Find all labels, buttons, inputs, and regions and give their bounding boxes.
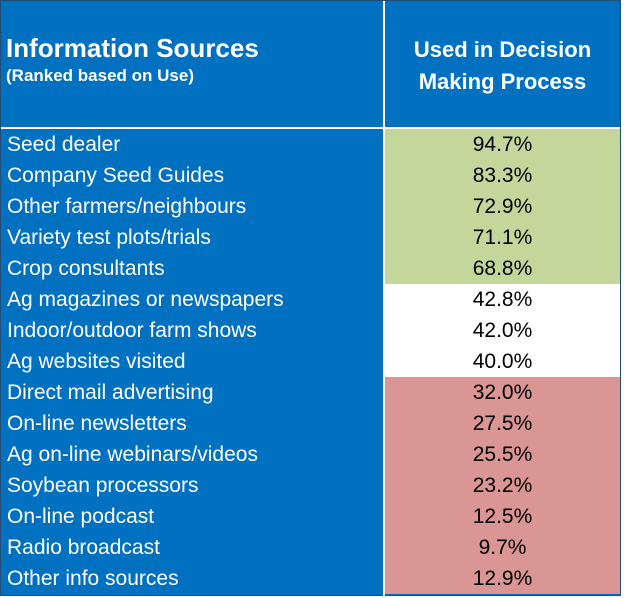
table-row: Ag magazines or newspapers 42.8%	[1, 284, 620, 315]
table-row: Variety test plots/trials 71.1%	[1, 222, 620, 253]
source-label: Ag on-line webinars/videos	[7, 443, 258, 466]
usage-percent: 72.9%	[385, 191, 620, 222]
usage-percent: 83.3%	[385, 160, 620, 191]
usage-percent: 25.5%	[385, 439, 620, 470]
usage-percent: 42.8%	[385, 284, 620, 315]
table-row: Crop consultants 68.8%	[1, 253, 620, 284]
usage-percent: 9.7%	[385, 532, 620, 563]
source-label: Crop consultants	[7, 257, 165, 280]
usage-percent: 12.9%	[385, 563, 620, 594]
source-label: On-line podcast	[7, 505, 155, 528]
source-label: Other farmers/neighbours	[7, 195, 247, 218]
source-label: Ag magazines or newspapers	[7, 288, 284, 311]
source-label: Soybean processors	[7, 474, 199, 497]
table-row: On-line podcast 12.5%	[1, 501, 620, 532]
table-row: Soybean processors 23.2%	[1, 470, 620, 501]
source-label: Variety test plots/trials	[7, 226, 211, 249]
header-subtitle: (Ranked based on Use)	[6, 66, 194, 85]
source-label: Ag websites visited	[7, 350, 186, 373]
usage-percent: 94.7%	[385, 129, 620, 160]
column-divider	[383, 1, 385, 597]
usage-percent: 42.0%	[385, 315, 620, 346]
table-row: Other info sources 12.9%	[1, 563, 620, 594]
value-column-header: Used in Decision Making Process	[385, 1, 620, 127]
usage-percent: 32.0%	[385, 377, 620, 408]
table-row: Ag on-line webinars/videos 25.5%	[1, 439, 620, 470]
usage-percent: 23.2%	[385, 470, 620, 501]
table-row: On-line newsletters 27.5%	[1, 408, 620, 439]
table-row: Seed dealer 94.7%	[1, 129, 620, 160]
source-label: Seed dealer	[7, 133, 121, 156]
table-header: Information Sources (Ranked based on Use…	[1, 1, 620, 129]
usage-percent: 12.5%	[385, 501, 620, 532]
usage-percent: 71.1%	[385, 222, 620, 253]
table-row: Company Seed Guides 83.3%	[1, 160, 620, 191]
source-label: Other info sources	[7, 567, 179, 590]
table-row: Other farmers/neighbours 72.9%	[1, 191, 620, 222]
usage-percent: 68.8%	[385, 253, 620, 284]
source-label: Radio broadcast	[7, 536, 160, 559]
source-label: Direct mail advertising	[7, 381, 214, 404]
value-header-line2: Making Process	[418, 69, 587, 94]
value-header-line1: Used in Decision	[413, 37, 592, 62]
table-body: Seed dealer 94.7% Company Seed Guides 83.3%…	[1, 129, 620, 594]
usage-percent: 27.5%	[385, 408, 620, 439]
source-label: Company Seed Guides	[7, 164, 225, 187]
header-left: Information Sources (Ranked based on Use…	[6, 33, 376, 87]
usage-percent: 40.0%	[385, 346, 620, 377]
table-row: Direct mail advertising 32.0%	[1, 377, 620, 408]
source-label: Indoor/outdoor farm shows	[7, 319, 257, 342]
table-row: Ag websites visited 40.0%	[1, 346, 620, 377]
header-title: Information Sources	[6, 33, 259, 63]
table-row: Radio broadcast 9.7%	[1, 532, 620, 563]
table-row: Indoor/outdoor farm shows 42.0%	[1, 315, 620, 346]
source-label: On-line newsletters	[7, 412, 187, 435]
